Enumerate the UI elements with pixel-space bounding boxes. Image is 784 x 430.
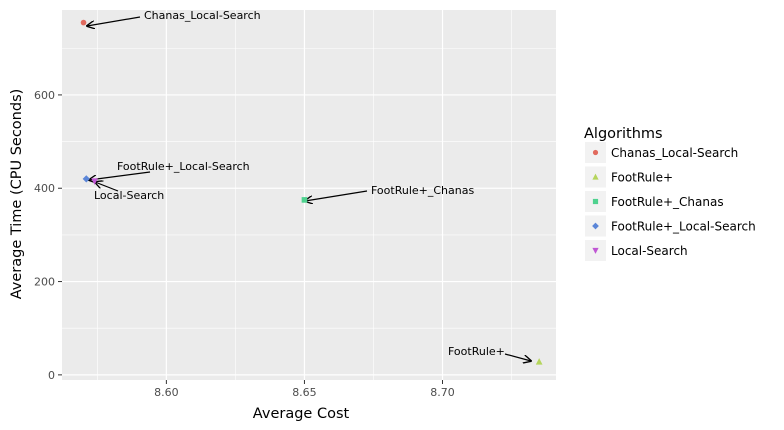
data-point (82, 175, 90, 183)
legend-marker (592, 198, 599, 205)
x-axis-title: Average Cost (253, 406, 350, 422)
annotation-labels: Chanas_Local-Search FootRule+ FootRule+_Ch… (94, 9, 505, 358)
legend: Algorithms Chanas_Local-Search FootRule+ F… (584, 126, 756, 261)
y-tick-label: 200 (34, 276, 55, 289)
annotation-arrow (89, 171, 151, 180)
legend-marker (592, 173, 599, 180)
annotation-arrows (87, 16, 531, 361)
annotation-label: FootRule+_Local-Search (117, 160, 250, 173)
legend-label: Chanas_Local-Search (611, 146, 738, 160)
x-tick-label: 8.65 (292, 386, 317, 399)
minor-gridlines (62, 10, 556, 380)
data-point (535, 358, 543, 365)
major-gridlines (62, 10, 556, 380)
data-point (80, 19, 87, 26)
data-points (80, 19, 543, 365)
y-tick-label: 600 (34, 89, 55, 102)
annotation-label: FootRule+ (448, 345, 505, 358)
legend-label: Local-Search (611, 244, 688, 258)
legend-title: Algorithms (584, 126, 663, 142)
data-point (91, 178, 98, 185)
annotation-label: FootRule+_Chanas (371, 184, 474, 197)
plot-panel (62, 10, 556, 380)
y-axis-title: Average Time (CPU Seconds) (9, 89, 25, 300)
data-point (301, 197, 308, 203)
annotation-arrow (504, 353, 531, 361)
legend-label: FootRule+ (611, 171, 673, 185)
legend-marker (592, 149, 599, 156)
annotation-arrow (87, 16, 141, 26)
annotation-arrow (95, 182, 119, 192)
annotation-label: Chanas_Local-Search (144, 9, 261, 22)
legend-label: FootRule+_Local-Search (611, 220, 756, 234)
axis-ticks: 8.60 8.65 8.70 0 200 400 600 (34, 89, 455, 399)
legend-marker (592, 222, 599, 230)
x-tick-label: 8.70 (430, 386, 455, 399)
annotation-arrow (305, 190, 368, 201)
legend-label: FootRule+_Chanas (611, 195, 724, 209)
annotation-label: Local-Search (94, 189, 164, 202)
y-tick-label: 0 (48, 369, 55, 382)
legend-marker (592, 247, 599, 254)
y-tick-label: 400 (34, 182, 55, 195)
x-tick-label: 8.60 (154, 386, 179, 399)
